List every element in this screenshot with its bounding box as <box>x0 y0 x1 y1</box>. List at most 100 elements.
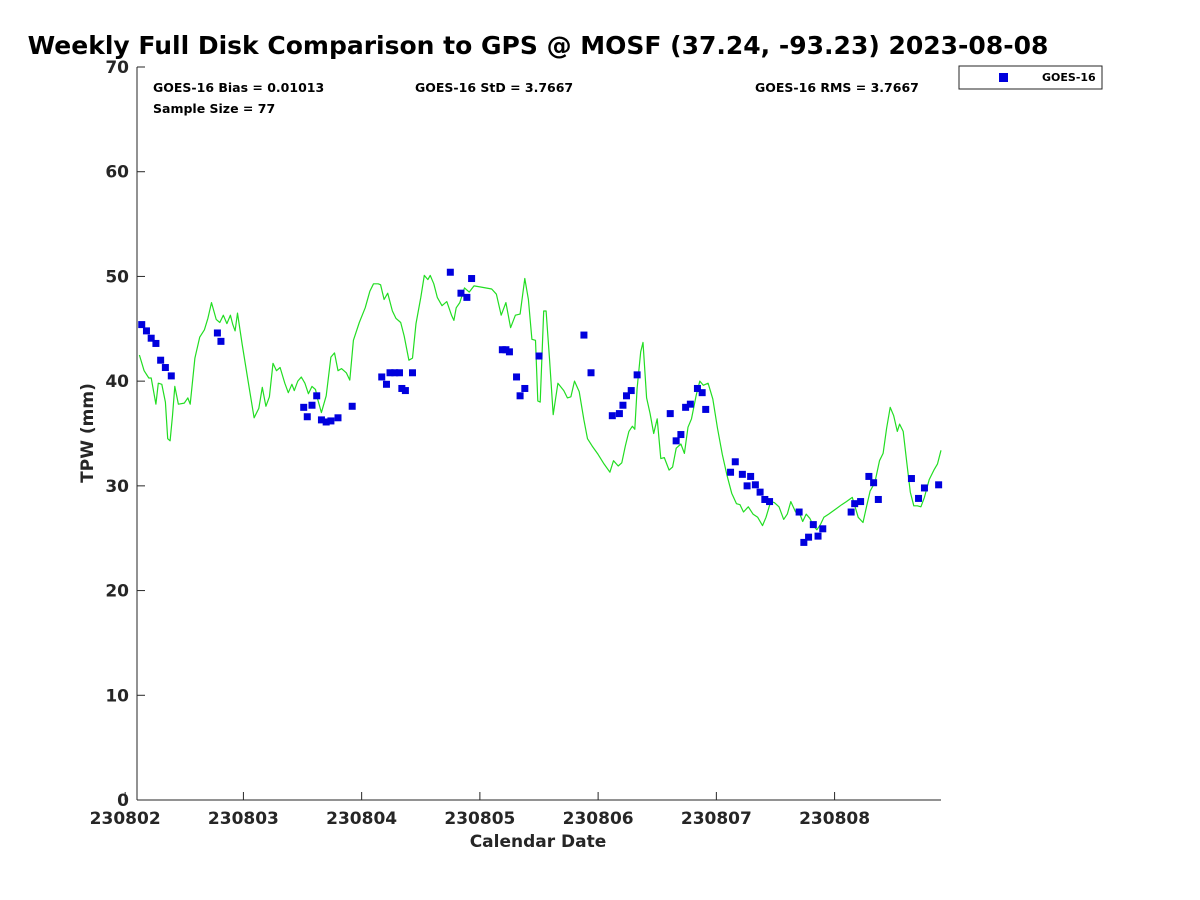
goes16-point <box>698 389 706 397</box>
goes16-point <box>677 431 685 439</box>
goes16-point <box>382 380 390 388</box>
goes16-point <box>795 508 803 516</box>
goes16-point <box>935 481 943 489</box>
goes16-point <box>693 384 701 392</box>
goes16-point <box>751 481 759 489</box>
goes16-point <box>327 417 335 425</box>
goes16-point <box>446 268 454 276</box>
goes16-point <box>322 418 330 426</box>
goes16-point <box>874 495 882 503</box>
goes16-point <box>300 403 308 411</box>
goes16-point <box>498 346 506 354</box>
goes16-point <box>682 403 690 411</box>
y-tick-label: 60 <box>105 163 129 183</box>
goes16-point <box>608 412 616 420</box>
goes16-point <box>756 488 764 496</box>
goes16-point <box>615 410 623 418</box>
bias-stat: GOES-16 Bias = 0.01013 <box>153 80 324 95</box>
goes16-point <box>819 525 827 533</box>
rms-stat: GOES-16 RMS = 3.7667 <box>755 80 919 95</box>
goes16-point <box>468 275 476 283</box>
goes16-point <box>851 500 859 508</box>
legend-marker <box>999 73 1008 82</box>
goes16-point <box>743 482 751 490</box>
goes16-point <box>727 468 735 476</box>
y-tick-label: 20 <box>105 582 129 602</box>
goes16-point-series <box>138 268 943 546</box>
goes16-point <box>516 392 524 400</box>
goes16-point <box>161 364 169 372</box>
goes16-point <box>502 346 510 354</box>
y-tick-label: 70 <box>105 58 129 78</box>
plot-area <box>137 67 941 800</box>
x-axis-ticks: 230802 230803 230804 230805 230806 230807 2308… <box>90 792 870 829</box>
x-tick-label: 230806 <box>563 809 634 829</box>
goes16-point <box>401 387 409 395</box>
x-axis-label: Calendar Date <box>470 832 607 852</box>
goes16-point <box>686 400 694 408</box>
goes16-point <box>513 373 521 381</box>
y-axis-ticks: 0 10 20 30 40 50 60 70 <box>105 58 145 811</box>
goes16-point <box>313 392 321 400</box>
goes16-point <box>138 321 146 329</box>
y-axis-label: TPW (mm) <box>78 383 98 483</box>
goes16-point <box>152 339 160 347</box>
goes16-point <box>672 437 680 445</box>
goes16-point <box>317 416 325 424</box>
goes16-point <box>627 387 635 395</box>
goes16-point <box>865 472 873 480</box>
goes16-point <box>348 402 356 410</box>
goes16-point <box>619 401 627 409</box>
goes16-point <box>303 413 311 421</box>
goes16-point <box>391 369 399 377</box>
goes16-point <box>766 498 774 506</box>
goes16-point <box>666 410 674 418</box>
y-tick-label: 0 <box>117 791 129 811</box>
x-tick-label: 230805 <box>444 809 515 829</box>
goes16-point <box>870 479 878 487</box>
goes16-point <box>920 484 928 492</box>
y-tick-label: 10 <box>105 686 129 706</box>
goes16-point <box>457 289 465 297</box>
goes16-point <box>408 369 416 377</box>
goes16-point <box>738 470 746 478</box>
goes16-point <box>847 508 855 516</box>
goes16-point <box>809 521 817 529</box>
goes16-point <box>395 369 403 377</box>
legend: GOES-16 <box>958 65 1103 90</box>
goes16-point <box>147 334 155 342</box>
goes16-point <box>157 356 165 364</box>
x-tick-label: 230808 <box>799 809 870 829</box>
y-tick-label: 30 <box>105 477 129 497</box>
gps-line <box>138 274 942 531</box>
goes16-point <box>702 405 710 413</box>
goes16-point <box>587 369 595 377</box>
goes16-point <box>800 538 808 546</box>
x-tick-label: 230803 <box>208 809 279 829</box>
std-stat: GOES-16 StD = 3.7667 <box>415 80 573 95</box>
sample-size-stat: Sample Size = 77 <box>153 101 275 116</box>
goes16-point <box>633 371 641 379</box>
goes16-point <box>521 384 529 392</box>
goes16-point <box>580 331 588 339</box>
goes16-point <box>805 533 813 541</box>
goes16-point <box>747 472 755 480</box>
goes16-point <box>915 494 923 502</box>
goes16-point <box>213 329 221 337</box>
goes16-point <box>761 495 769 503</box>
chart-title: Weekly Full Disk Comparison to GPS @ MOS… <box>28 31 1049 60</box>
legend-box <box>958 65 1103 90</box>
goes16-point <box>386 369 394 377</box>
goes16-point <box>505 348 513 356</box>
gps-line-series <box>138 274 942 531</box>
goes16-point <box>622 392 630 400</box>
goes16-point <box>814 532 822 540</box>
goes16-point <box>731 458 739 466</box>
x-tick-label: 230804 <box>326 809 397 829</box>
goes16-point <box>308 401 316 409</box>
goes16-point <box>142 327 150 335</box>
y-tick-label: 50 <box>105 267 129 287</box>
goes16-point <box>463 293 471 301</box>
goes16-point <box>535 352 543 360</box>
